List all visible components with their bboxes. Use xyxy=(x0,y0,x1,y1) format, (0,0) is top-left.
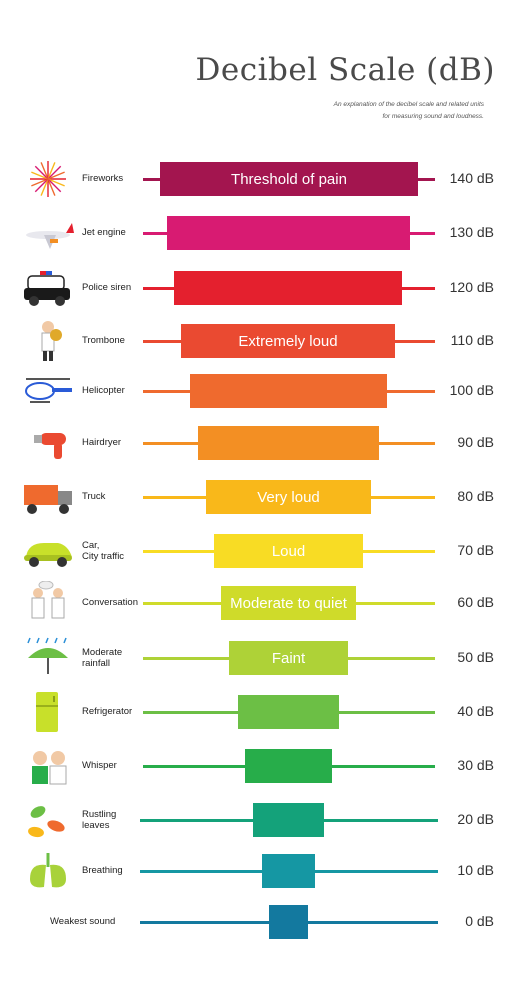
loudness-bar: Very loud xyxy=(206,480,371,514)
page-title: Decibel Scale (dB) xyxy=(195,52,495,88)
sound-source-label: Weakest sound xyxy=(50,916,116,927)
hairdryer-icon xyxy=(20,421,76,470)
loudness-bar: Extremely loud xyxy=(181,324,395,358)
loudness-bar xyxy=(174,271,402,305)
jet-plane-icon xyxy=(20,211,76,260)
scale-row: 20 dB Rustling leaves xyxy=(0,795,512,845)
decibel-value: 90 dB xyxy=(457,434,494,450)
leaves-icon xyxy=(20,798,76,847)
sound-source-label: Moderate rainfall xyxy=(82,647,123,669)
scale-row: 120 dB Police siren xyxy=(0,263,512,313)
decibel-value: 120 dB xyxy=(449,279,494,295)
scale-row: Threshold of pain 140 dB Fireworks xyxy=(0,154,512,204)
loudness-bar xyxy=(198,426,379,460)
loudness-category-label: Loud xyxy=(271,542,306,560)
loudness-bar xyxy=(245,749,332,783)
scale-row: Very loud 80 dB Truck xyxy=(0,472,512,522)
police-car-icon xyxy=(20,266,76,315)
decibel-value: 60 dB xyxy=(457,594,494,610)
loudness-bar: Faint xyxy=(229,641,348,675)
decibel-value: 70 dB xyxy=(457,542,494,558)
decibel-value: 130 dB xyxy=(449,224,494,240)
decibel-value: 100 dB xyxy=(449,382,494,398)
loudness-bar: Threshold of pain xyxy=(160,162,418,196)
car-icon xyxy=(20,529,76,578)
helicopter-icon xyxy=(20,369,76,418)
sound-source-label: Rustling leaves xyxy=(82,809,117,831)
loudness-bar: Loud xyxy=(214,534,363,568)
loudness-bar: Moderate to quiet xyxy=(221,586,356,620)
sound-source-label: Refrigerator xyxy=(82,706,133,717)
whisper-icon xyxy=(20,744,76,793)
lungs-icon xyxy=(20,849,76,898)
loudness-bar xyxy=(262,854,315,888)
scale-row: 30 dB Whisper xyxy=(0,741,512,791)
scale-row: Faint 50 dB Moderate rainfall xyxy=(0,633,512,683)
decibel-value: 80 dB xyxy=(457,488,494,504)
loudness-category-label: Extremely loud xyxy=(238,332,338,350)
loudness-category-label: Faint xyxy=(271,649,306,667)
sound-source-label: Breathing xyxy=(82,865,123,876)
decibel-value: 20 dB xyxy=(457,811,494,827)
scale-row: 0 dB Weakest sound xyxy=(0,897,512,947)
scale-row: 90 dB Hairdryer xyxy=(0,418,512,468)
fireworks-icon xyxy=(20,157,76,206)
sound-source-label: Trombone xyxy=(82,335,125,346)
loudness-bar xyxy=(269,905,308,939)
sound-source-label: Police siren xyxy=(82,282,132,293)
scale-row: 130 dB Jet engine xyxy=(0,208,512,258)
scale-row: Loud 70 dB Car, City traffic xyxy=(0,526,512,576)
sound-source-label: Fireworks xyxy=(82,173,124,184)
sound-source-label: Helicopter xyxy=(82,385,125,396)
decibel-value: 110 dB xyxy=(450,332,494,348)
subtitle-line-1: An explanation of the decibel scale and … xyxy=(333,101,484,108)
sound-source-label: Whisper xyxy=(82,760,117,771)
loudness-bar xyxy=(253,803,324,837)
sound-source-label: Truck xyxy=(82,491,106,502)
sound-source-label: Car, City traffic xyxy=(82,540,125,562)
loudness-category-label: Moderate to quiet xyxy=(230,594,347,612)
sound-source-label: Hairdryer xyxy=(82,437,122,448)
truck-icon xyxy=(20,475,76,524)
loudness-category-label: Threshold of pain xyxy=(231,170,347,188)
refrigerator-icon xyxy=(20,690,76,739)
umbrella-rain-icon xyxy=(20,636,76,685)
decibel-value: 40 dB xyxy=(457,703,494,719)
scale-row: Extremely loud 110 dB Trombone xyxy=(0,316,512,366)
subtitle-line-2: for measuring sound and loudness. xyxy=(382,113,484,120)
scale-row: 10 dB Breathing xyxy=(0,846,512,896)
decibel-value: 10 dB xyxy=(457,862,494,878)
conversation-icon xyxy=(20,580,76,630)
scale-row: 100 dB Helicopter xyxy=(0,366,512,416)
decibel-value: 50 dB xyxy=(457,649,494,665)
loudness-category-label: Very loud xyxy=(257,488,320,506)
loudness-bar xyxy=(167,216,410,250)
sound-source-label: Conversation xyxy=(82,597,138,608)
scale-row: 40 dB Refrigerator xyxy=(0,687,512,737)
decibel-value: 140 dB xyxy=(449,170,494,186)
decibel-value: 0 dB xyxy=(465,913,494,929)
trombone-player-icon xyxy=(20,319,76,368)
scale-row: Moderate to quiet 60 dB Conversation xyxy=(0,578,512,628)
loudness-bar xyxy=(190,374,387,408)
decibel-value: 30 dB xyxy=(457,757,494,773)
loudness-bar xyxy=(238,695,339,729)
sound-source-label: Jet engine xyxy=(82,227,126,238)
